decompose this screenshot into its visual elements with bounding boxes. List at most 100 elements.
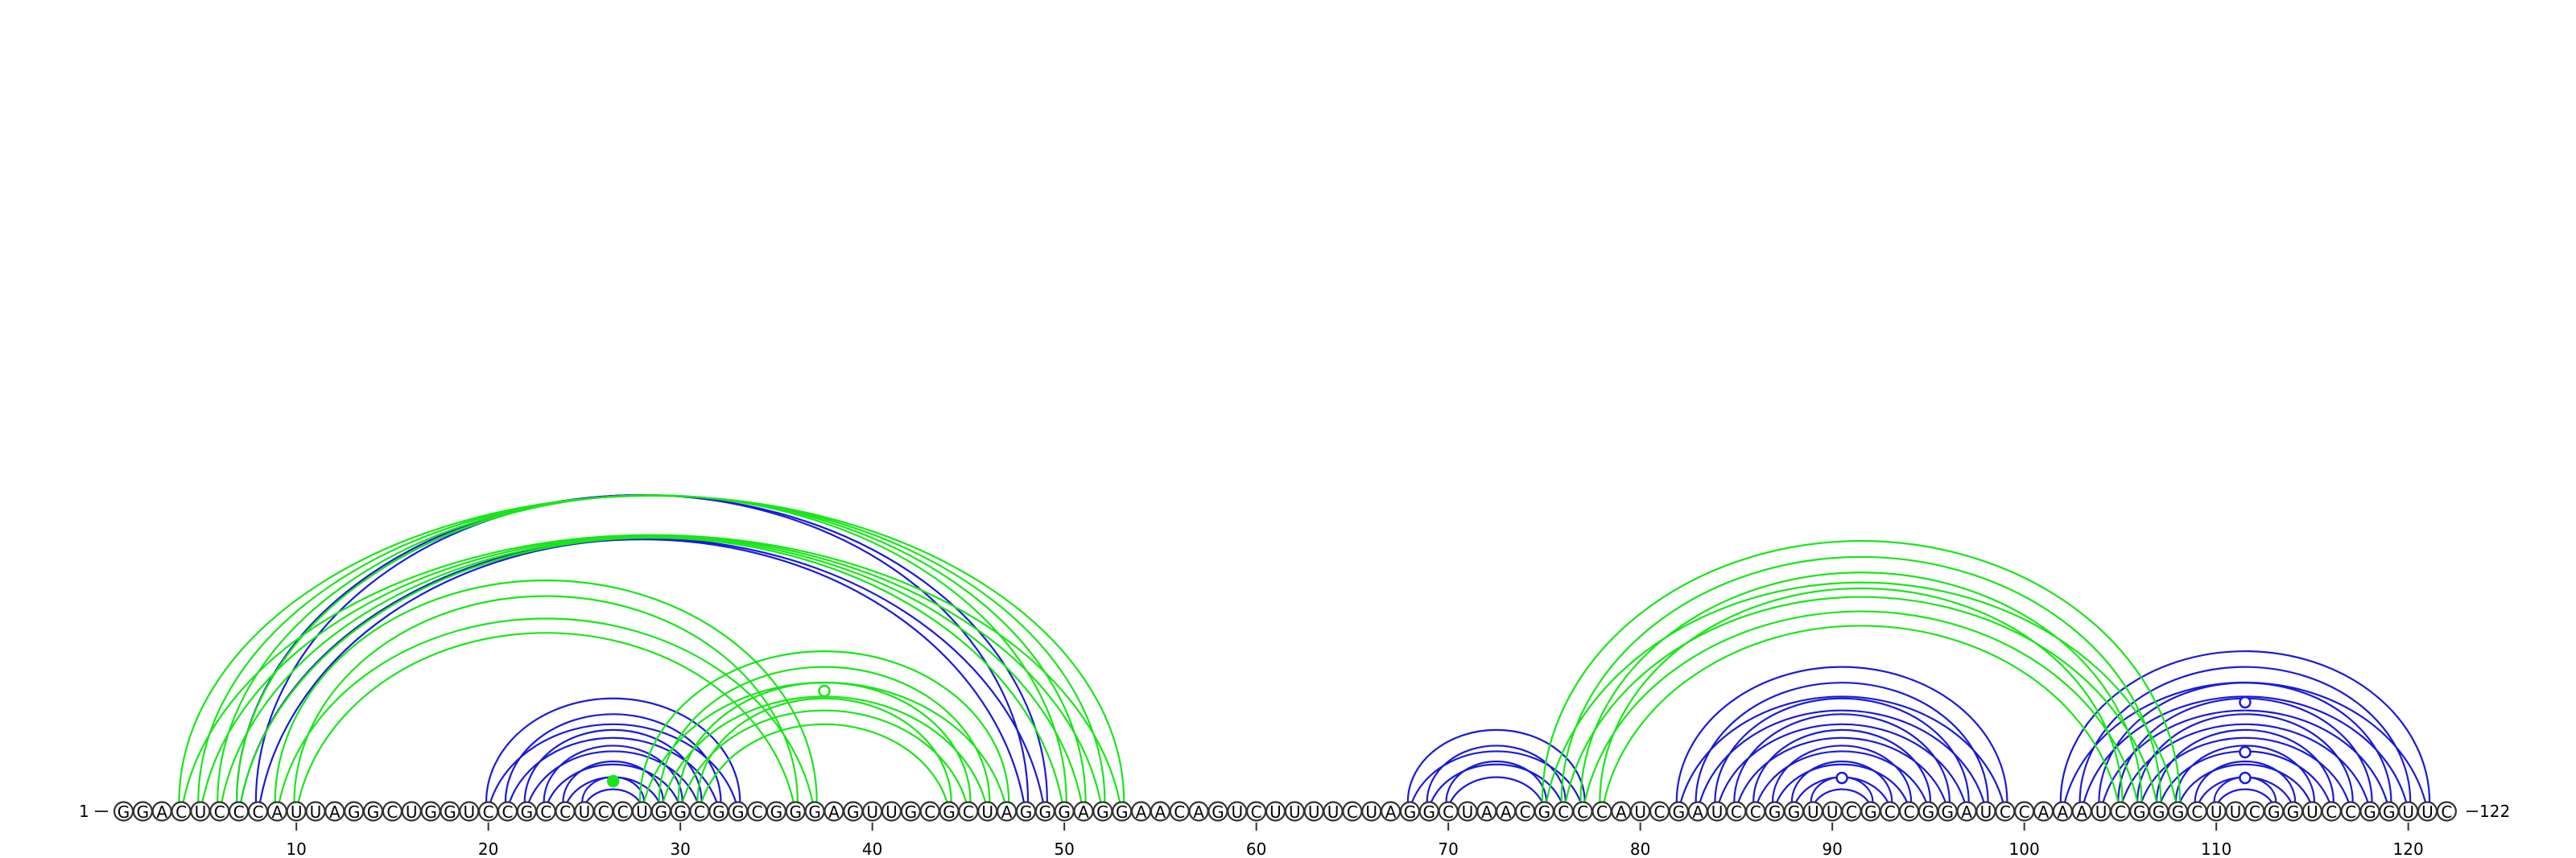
nucleotide-letter: A xyxy=(1155,802,1166,822)
nucleotide-letter: G xyxy=(1942,802,1955,822)
nucleotide-letter: G xyxy=(1116,802,1129,822)
nucleotide-letter: U xyxy=(1308,802,1320,822)
position-tick-label: 120 xyxy=(2393,839,2424,858)
nucleotide-letter: C xyxy=(1174,802,1185,822)
green-base-pair-arc xyxy=(221,535,1083,802)
blue-base-pair-arc xyxy=(1776,763,1908,802)
nucleotide-letter: U xyxy=(2095,802,2107,822)
nucleotide-letter: U xyxy=(2421,802,2434,822)
nucleotide-letter: G xyxy=(2287,802,2300,822)
nucleotide-letter: G xyxy=(367,802,380,822)
nucleotide-letter: C xyxy=(1520,802,1531,822)
green-base-pair-arc xyxy=(681,709,968,802)
green-base-pair-arc xyxy=(662,695,987,802)
position-tick-label: 70 xyxy=(1438,839,1458,858)
nucleotide-letter: G xyxy=(1788,802,1801,822)
arc-marker xyxy=(1835,771,1848,785)
nucleotide-letter: G xyxy=(1212,802,1224,822)
blue-base-pair-arc xyxy=(2155,728,2334,802)
blue-base-pair-arc xyxy=(2140,736,2350,802)
nucleotide-letter: C xyxy=(752,802,763,822)
blue-base-pair-arc xyxy=(2194,760,2297,802)
blue-base-pair-arc xyxy=(1733,713,1951,802)
base-pair-arcs xyxy=(178,493,2431,803)
position-tick-label: 90 xyxy=(1822,839,1842,858)
nucleotide-letter: C xyxy=(2326,802,2337,822)
nucleotide-letter: G xyxy=(1039,802,1052,822)
nucleotide-letter: C xyxy=(1251,802,1262,822)
nucleotide-letter: A xyxy=(1385,802,1397,822)
nucleotide-letter: C xyxy=(483,802,494,822)
green-base-pair-arc xyxy=(240,537,1063,802)
nucleotide-letter: C xyxy=(617,802,629,822)
nucleotide-letter: G xyxy=(847,802,860,822)
nucleotide-letter: G xyxy=(770,802,783,822)
blue-base-pair-arc xyxy=(258,538,1025,802)
nucleotide-letter: C xyxy=(2345,802,2356,822)
nucleotide-letter: A xyxy=(1193,802,1204,822)
nucleotide-letter: A xyxy=(1501,802,1512,822)
nucleotide-letter: U xyxy=(1711,802,1724,822)
blue-base-pair-arc xyxy=(1790,760,1893,802)
nucleotide-letter: G xyxy=(1404,802,1417,822)
nucleotide-letter: G xyxy=(2383,802,2396,822)
nucleotide-letter: U xyxy=(2402,802,2414,822)
nucleotide-letter: G xyxy=(943,802,956,822)
green-base-pair-arc xyxy=(1579,571,2143,802)
blue-base-pair-arc xyxy=(547,763,679,802)
nucleotide-letter: C xyxy=(1885,802,1896,822)
arc-marker xyxy=(818,684,831,698)
blue-base-pair-arc xyxy=(527,750,699,802)
green-base-pair-arc xyxy=(1560,555,2162,802)
green-base-pair-arc xyxy=(1603,625,2120,802)
blue-base-pair-arc xyxy=(2102,709,2388,802)
green-base-pair-arc xyxy=(297,632,795,802)
green-base-pair-arc xyxy=(700,723,948,802)
nucleotide-letter: C xyxy=(2000,802,2011,822)
blue-base-pair-arc xyxy=(509,736,718,802)
blue-base-pair-arc xyxy=(2217,788,2273,803)
nucleotide-letter: U xyxy=(2230,802,2242,822)
nucleotide-letter: C xyxy=(1347,802,1358,822)
nucleotide-letter: U xyxy=(2306,802,2318,822)
nucleotide-letter: C xyxy=(252,802,263,822)
nucleotide-letter: C xyxy=(1750,802,1761,822)
nucleotide-letter: A xyxy=(1616,802,1627,822)
blue-base-pair-arc xyxy=(1430,763,1563,802)
blue-base-pair-arc xyxy=(1695,682,1989,802)
nucleotide-letter: G xyxy=(790,802,803,822)
position-axis: 10 20 30 40 50 60 70 80 90 100 110 120 xyxy=(286,823,2424,858)
nucleotide-letter: A xyxy=(1078,802,1089,822)
blue-base-pair-arc xyxy=(1445,760,1548,802)
green-base-pair-arc xyxy=(235,494,1067,802)
nucleotide-letter: A xyxy=(156,802,167,822)
position-tick-label: 80 xyxy=(1630,839,1650,858)
nucleotide-letter: U xyxy=(866,802,878,822)
nucleotide-letter: G xyxy=(2172,802,2185,822)
nucleotide-letter: A xyxy=(329,802,341,822)
nucleotide-letter: C xyxy=(2019,802,2030,822)
green-base-pair-arc xyxy=(278,617,814,802)
nucleotide-letter: U xyxy=(2211,802,2223,822)
nucleotide-letter: G xyxy=(424,802,437,822)
nucleotide-letter: C xyxy=(559,802,571,822)
nucleotide-letter: G xyxy=(1020,802,1033,822)
nucleotide-letter: A xyxy=(271,802,283,822)
nucleotide-letter: C xyxy=(924,802,935,822)
nucleotide-letter: C xyxy=(2191,802,2202,822)
nucleotide-letter: G xyxy=(444,802,456,822)
nucleotide-letter: G xyxy=(905,802,918,822)
nucleotide-letter: C xyxy=(540,802,551,822)
nucleotide-letter: C xyxy=(1558,802,1569,822)
green-base-pair-arc xyxy=(182,534,1121,802)
nucleotide-letter: G xyxy=(2153,802,2165,822)
nucleotide-letter: G xyxy=(348,802,361,822)
nucleotide-letter: U xyxy=(195,802,207,822)
nucleotide-letter: G xyxy=(118,802,130,822)
blue-base-pair-arc xyxy=(1714,697,1970,802)
nucleotide-letter: C xyxy=(598,802,609,822)
nucleotide-letter: A xyxy=(1136,802,1147,822)
blue-base-pair-arc xyxy=(523,728,703,802)
blue-base-pair-arc xyxy=(2174,745,2316,802)
